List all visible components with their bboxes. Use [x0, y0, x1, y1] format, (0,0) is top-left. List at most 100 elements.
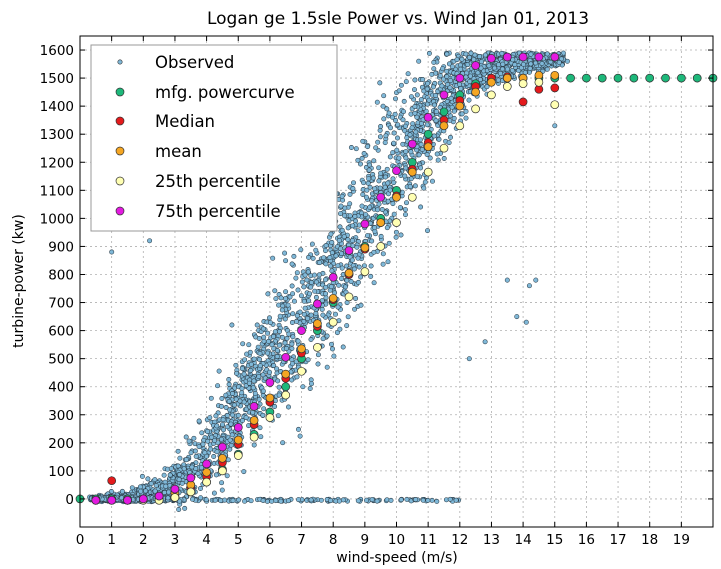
observed-point	[289, 261, 295, 267]
observed-point	[400, 117, 406, 123]
observed-point	[294, 270, 300, 276]
legend: Observed mfg. powercurve Median mean 25t…	[90, 44, 338, 232]
observed-point	[401, 98, 407, 104]
data-point	[550, 70, 560, 80]
data-point	[661, 73, 670, 83]
observed-point	[283, 345, 289, 351]
observed-point	[260, 498, 266, 503]
observed-point	[351, 266, 357, 272]
observed-point	[212, 438, 217, 444]
observed-point	[412, 183, 418, 189]
observed-point	[355, 279, 361, 285]
observed-point	[315, 352, 321, 358]
observed-point	[240, 341, 246, 347]
observed-point	[457, 62, 463, 68]
observed-point	[425, 228, 430, 234]
observed-point	[434, 151, 440, 157]
observed-point	[353, 296, 359, 301]
observed-point	[296, 497, 301, 503]
observed-point	[544, 51, 550, 57]
observed-point	[308, 280, 314, 285]
observed-point	[384, 225, 390, 231]
observed-point	[256, 374, 262, 380]
observed-point	[338, 246, 344, 252]
observed-point	[298, 247, 304, 253]
observed-point	[370, 175, 376, 181]
observed-point	[277, 313, 283, 319]
observed-point	[486, 63, 492, 69]
observed-point	[355, 157, 361, 163]
y-tick-label: 1000	[40, 211, 74, 227]
observed-point	[305, 269, 311, 275]
observed-point	[559, 56, 564, 62]
observed-point	[339, 276, 344, 282]
observed-point	[426, 97, 432, 103]
observed-point	[360, 192, 366, 197]
observed-point	[400, 141, 406, 147]
observed-point	[308, 284, 314, 290]
data-point	[692, 73, 702, 83]
observed-point	[458, 66, 464, 72]
observed-point	[272, 404, 278, 409]
observed-point	[218, 498, 224, 504]
observed-point	[229, 432, 235, 438]
observed-point	[209, 434, 215, 440]
observed-point	[183, 434, 189, 440]
observed-point	[377, 127, 383, 133]
observed-point	[282, 250, 288, 256]
observed-point	[276, 302, 282, 308]
observed-point	[434, 109, 439, 115]
observed-point	[212, 497, 218, 503]
observed-point	[414, 174, 420, 180]
observed-point	[444, 99, 450, 104]
observed-point	[246, 342, 252, 348]
observed-point	[385, 198, 391, 204]
observed-point	[407, 184, 413, 190]
data-point	[376, 192, 386, 202]
observed-point	[429, 497, 435, 503]
data-point	[107, 476, 117, 486]
observed-point	[119, 488, 125, 494]
data-point	[360, 219, 370, 229]
data-point	[313, 299, 322, 309]
observed-point	[414, 114, 420, 120]
observed-point	[381, 116, 387, 122]
observed-point	[381, 93, 387, 99]
observed-point	[385, 259, 391, 265]
observed-point	[308, 337, 314, 342]
x-tick-label: 17	[609, 532, 626, 548]
observed-point	[283, 296, 288, 302]
observed-point	[499, 50, 505, 56]
observed-point	[161, 472, 167, 478]
data-point	[328, 293, 338, 303]
observed-point	[177, 472, 183, 478]
y-tick-label: 1500	[40, 71, 74, 87]
data-point	[439, 121, 449, 131]
observed-point	[223, 392, 229, 398]
observed-point	[424, 86, 430, 92]
observed-point	[458, 86, 464, 92]
observed-point	[234, 370, 240, 376]
observed-point	[258, 434, 264, 440]
observed-point	[246, 380, 252, 386]
observed-point	[388, 125, 393, 131]
observed-point	[416, 152, 422, 158]
observed-point	[193, 453, 199, 459]
observed-point	[248, 498, 254, 504]
observed-point	[367, 204, 373, 210]
observed-point	[213, 472, 219, 478]
observed-point	[384, 106, 390, 112]
observed-point	[408, 176, 414, 182]
observed-point	[457, 81, 462, 87]
observed-point	[528, 61, 534, 67]
observed-point	[265, 330, 271, 336]
observed-point	[372, 186, 378, 192]
observed-point	[138, 488, 144, 494]
observed-point	[353, 146, 359, 152]
observed-point	[447, 85, 453, 91]
observed-point	[423, 108, 429, 114]
observed-point	[269, 498, 275, 504]
observed-point	[252, 390, 258, 396]
observed-point	[430, 178, 435, 184]
data-point	[597, 73, 607, 83]
